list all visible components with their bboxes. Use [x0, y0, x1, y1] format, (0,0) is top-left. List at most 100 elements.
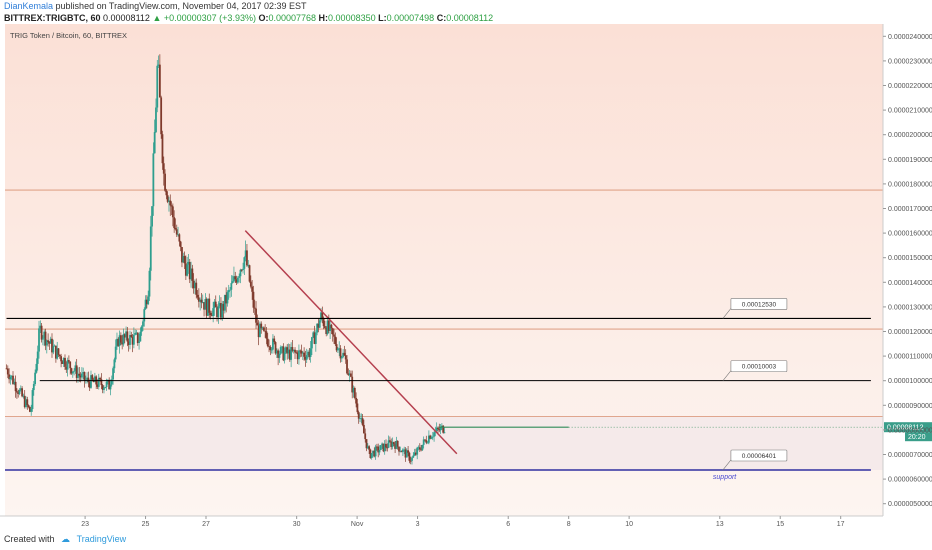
candle-body [396, 440, 399, 447]
time-axis[interactable]: 23 25 27 30 Nov 3 6 8 10 13 15 17 [81, 516, 845, 528]
candle-body [329, 324, 332, 331]
candle-body [222, 303, 225, 311]
candle-body [188, 261, 191, 280]
candle-body [386, 447, 389, 449]
x-tick-label: 25 [142, 521, 150, 528]
y-tick-label: 0.0000200000 [888, 132, 932, 139]
candle-body [372, 450, 374, 454]
candle-body [340, 356, 343, 359]
last-price-tag [884, 422, 932, 433]
tradingview-logo-text[interactable]: TradingView [76, 534, 127, 544]
countdown-label: 20:20 [908, 434, 926, 441]
candle-body [54, 345, 57, 359]
candle-body [364, 433, 367, 440]
candle-body [438, 428, 441, 431]
candle-body [39, 325, 42, 329]
candle-body [300, 350, 303, 354]
candle-body [335, 344, 338, 351]
candle-body [246, 250, 248, 266]
candle-body [249, 281, 252, 287]
price-chart[interactable]: 0.00012530 0.00010003 0.00006401 support 0.0… [0, 24, 932, 530]
x-tick-label: 13 [716, 521, 724, 528]
candle-body [204, 298, 207, 310]
candle-body [135, 332, 138, 334]
y-tick-label: 0.0000240000 [888, 34, 932, 41]
y-tick-label: 0.0000060000 [888, 477, 932, 484]
callout-pointer [722, 308, 732, 319]
candle-body [252, 291, 255, 308]
candle-body [240, 269, 243, 271]
candle-body [183, 256, 186, 264]
candle-body [243, 257, 246, 269]
drawing-overlays[interactable]: 0.00012530 0.00010003 0.00006401 support 0.0… [5, 230, 932, 481]
candle-body [326, 320, 329, 335]
candle-body [199, 299, 202, 302]
candle-body [214, 301, 217, 308]
candle-body [253, 307, 256, 309]
candle-body [343, 352, 346, 356]
candle-body [18, 389, 21, 394]
candle-body [131, 337, 134, 345]
x-tick-label: 3 [416, 521, 420, 528]
candle-body [34, 372, 37, 385]
candle-body [292, 349, 295, 351]
y-tick-label: 0.0000140000 [888, 280, 932, 287]
resistance-2-callout-label: 0.00010003 [742, 364, 777, 371]
candle-body [51, 338, 53, 353]
candle-body [143, 309, 146, 322]
y-tick-label: 0.0000150000 [888, 255, 932, 262]
candle-body [43, 331, 46, 339]
candle-body [56, 348, 59, 359]
callout-box [730, 298, 788, 310]
author-link[interactable]: DianKemala [4, 1, 54, 11]
candle-body [82, 372, 85, 374]
candle-body [426, 442, 429, 444]
candle-body [29, 406, 31, 412]
candle-body [247, 265, 250, 267]
candle-body [16, 391, 18, 393]
candle-body [69, 361, 72, 369]
candle-body [291, 347, 294, 351]
candle-body [303, 352, 306, 357]
candle-body [443, 432, 446, 434]
candle-body [123, 334, 126, 338]
candle-body [360, 418, 363, 420]
candle-body [305, 355, 308, 360]
candle-body [151, 206, 153, 227]
countdown-tag [905, 432, 932, 442]
candle-body [248, 265, 251, 282]
candle-body [268, 346, 270, 347]
candle-body [14, 381, 17, 392]
candle-body [171, 206, 174, 218]
candle-body [130, 334, 133, 338]
candle-body [259, 323, 261, 338]
candle-body [330, 324, 333, 329]
candle-body [230, 283, 233, 290]
candle-body [339, 348, 342, 359]
candle-body [424, 439, 426, 441]
candle-body [52, 346, 55, 353]
candle-body [430, 437, 433, 439]
price-axis[interactable]: 0.0000050000 0.0000060000 0.0000070000 0.00… [883, 34, 932, 508]
candle-body [387, 440, 390, 448]
resistance-1-callout-label: 0.00012530 [742, 301, 777, 308]
candle-body [121, 342, 124, 345]
candle-body [363, 424, 365, 434]
downtrend-line[interactable] [244, 230, 458, 455]
y-tick-label: 0.0000090000 [888, 403, 932, 410]
candle-body [174, 227, 177, 230]
candle-body [417, 447, 420, 449]
candle-body [351, 376, 354, 393]
candle-body [88, 382, 91, 388]
candle-body [281, 346, 283, 348]
candle-body [411, 457, 413, 461]
low-label: L: [378, 13, 387, 23]
candle-body [412, 455, 415, 458]
candle-body [365, 439, 368, 449]
candle-body [282, 346, 285, 361]
candle-body [144, 299, 147, 310]
x-tick-label: 8 [567, 521, 571, 528]
x-tick-label: 27 [202, 521, 210, 528]
candle-body [79, 375, 82, 378]
candle-body [165, 190, 168, 196]
